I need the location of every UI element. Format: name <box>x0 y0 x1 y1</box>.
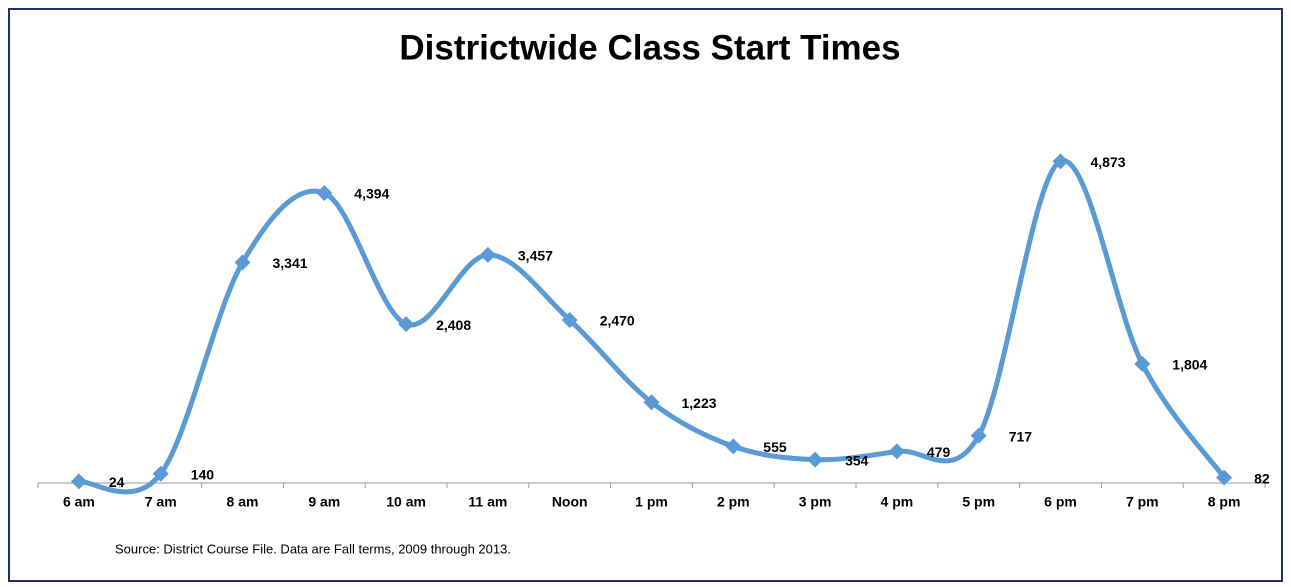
data-label: 82 <box>1254 470 1270 486</box>
data-label: 2,408 <box>436 317 471 333</box>
data-label: 1,804 <box>1172 357 1207 373</box>
marker <box>807 451 824 468</box>
x-tick-label: 5 pm <box>962 494 995 510</box>
data-label: 3,341 <box>273 255 308 271</box>
marker <box>561 311 578 328</box>
marker <box>70 473 87 490</box>
x-tick-label: 3 pm <box>799 494 832 510</box>
x-tick-label: 2 pm <box>717 494 750 510</box>
data-label: 354 <box>845 452 869 468</box>
data-label: 2,470 <box>600 313 635 329</box>
x-tick-label: 8 pm <box>1208 494 1241 510</box>
x-tick-label: 6 pm <box>1044 494 1077 510</box>
data-label: 24 <box>109 474 125 490</box>
data-label: 4,394 <box>354 186 389 202</box>
marker <box>970 427 987 444</box>
marker <box>725 438 742 455</box>
x-tick-label: 10 am <box>386 494 426 510</box>
source-note: Source: District Course File. Data are F… <box>115 541 511 556</box>
x-tick-label: 7 am <box>145 494 177 510</box>
marker <box>479 246 496 263</box>
x-tick-label: 7 pm <box>1126 494 1159 510</box>
marker <box>1052 153 1069 170</box>
marker <box>152 465 169 482</box>
data-label: 479 <box>927 444 951 460</box>
data-label: 1,223 <box>682 395 717 411</box>
x-tick-label: 1 pm <box>635 494 668 510</box>
marker <box>1216 469 1233 486</box>
x-tick-label: 6 am <box>63 494 95 510</box>
marker <box>316 184 333 201</box>
x-tick-label: 9 am <box>308 494 340 510</box>
data-label: 3,457 <box>518 248 553 264</box>
x-tick-label: 4 pm <box>881 494 914 510</box>
data-label: 140 <box>191 466 215 482</box>
data-label: 4,873 <box>1091 154 1126 170</box>
x-tick-label: 11 am <box>468 494 507 510</box>
data-label: 717 <box>1009 428 1033 444</box>
data-label: 555 <box>763 439 787 455</box>
marker <box>643 394 660 411</box>
marker <box>234 254 251 271</box>
x-tick-label: Noon <box>552 494 588 510</box>
chart-title: Districtwide Class Start Times <box>399 28 900 67</box>
frame <box>8 8 1283 582</box>
marker <box>398 316 415 333</box>
marker <box>1134 355 1151 372</box>
marker <box>888 443 905 460</box>
line <box>76 158 1227 495</box>
x-tick-label: 8 am <box>227 494 259 510</box>
